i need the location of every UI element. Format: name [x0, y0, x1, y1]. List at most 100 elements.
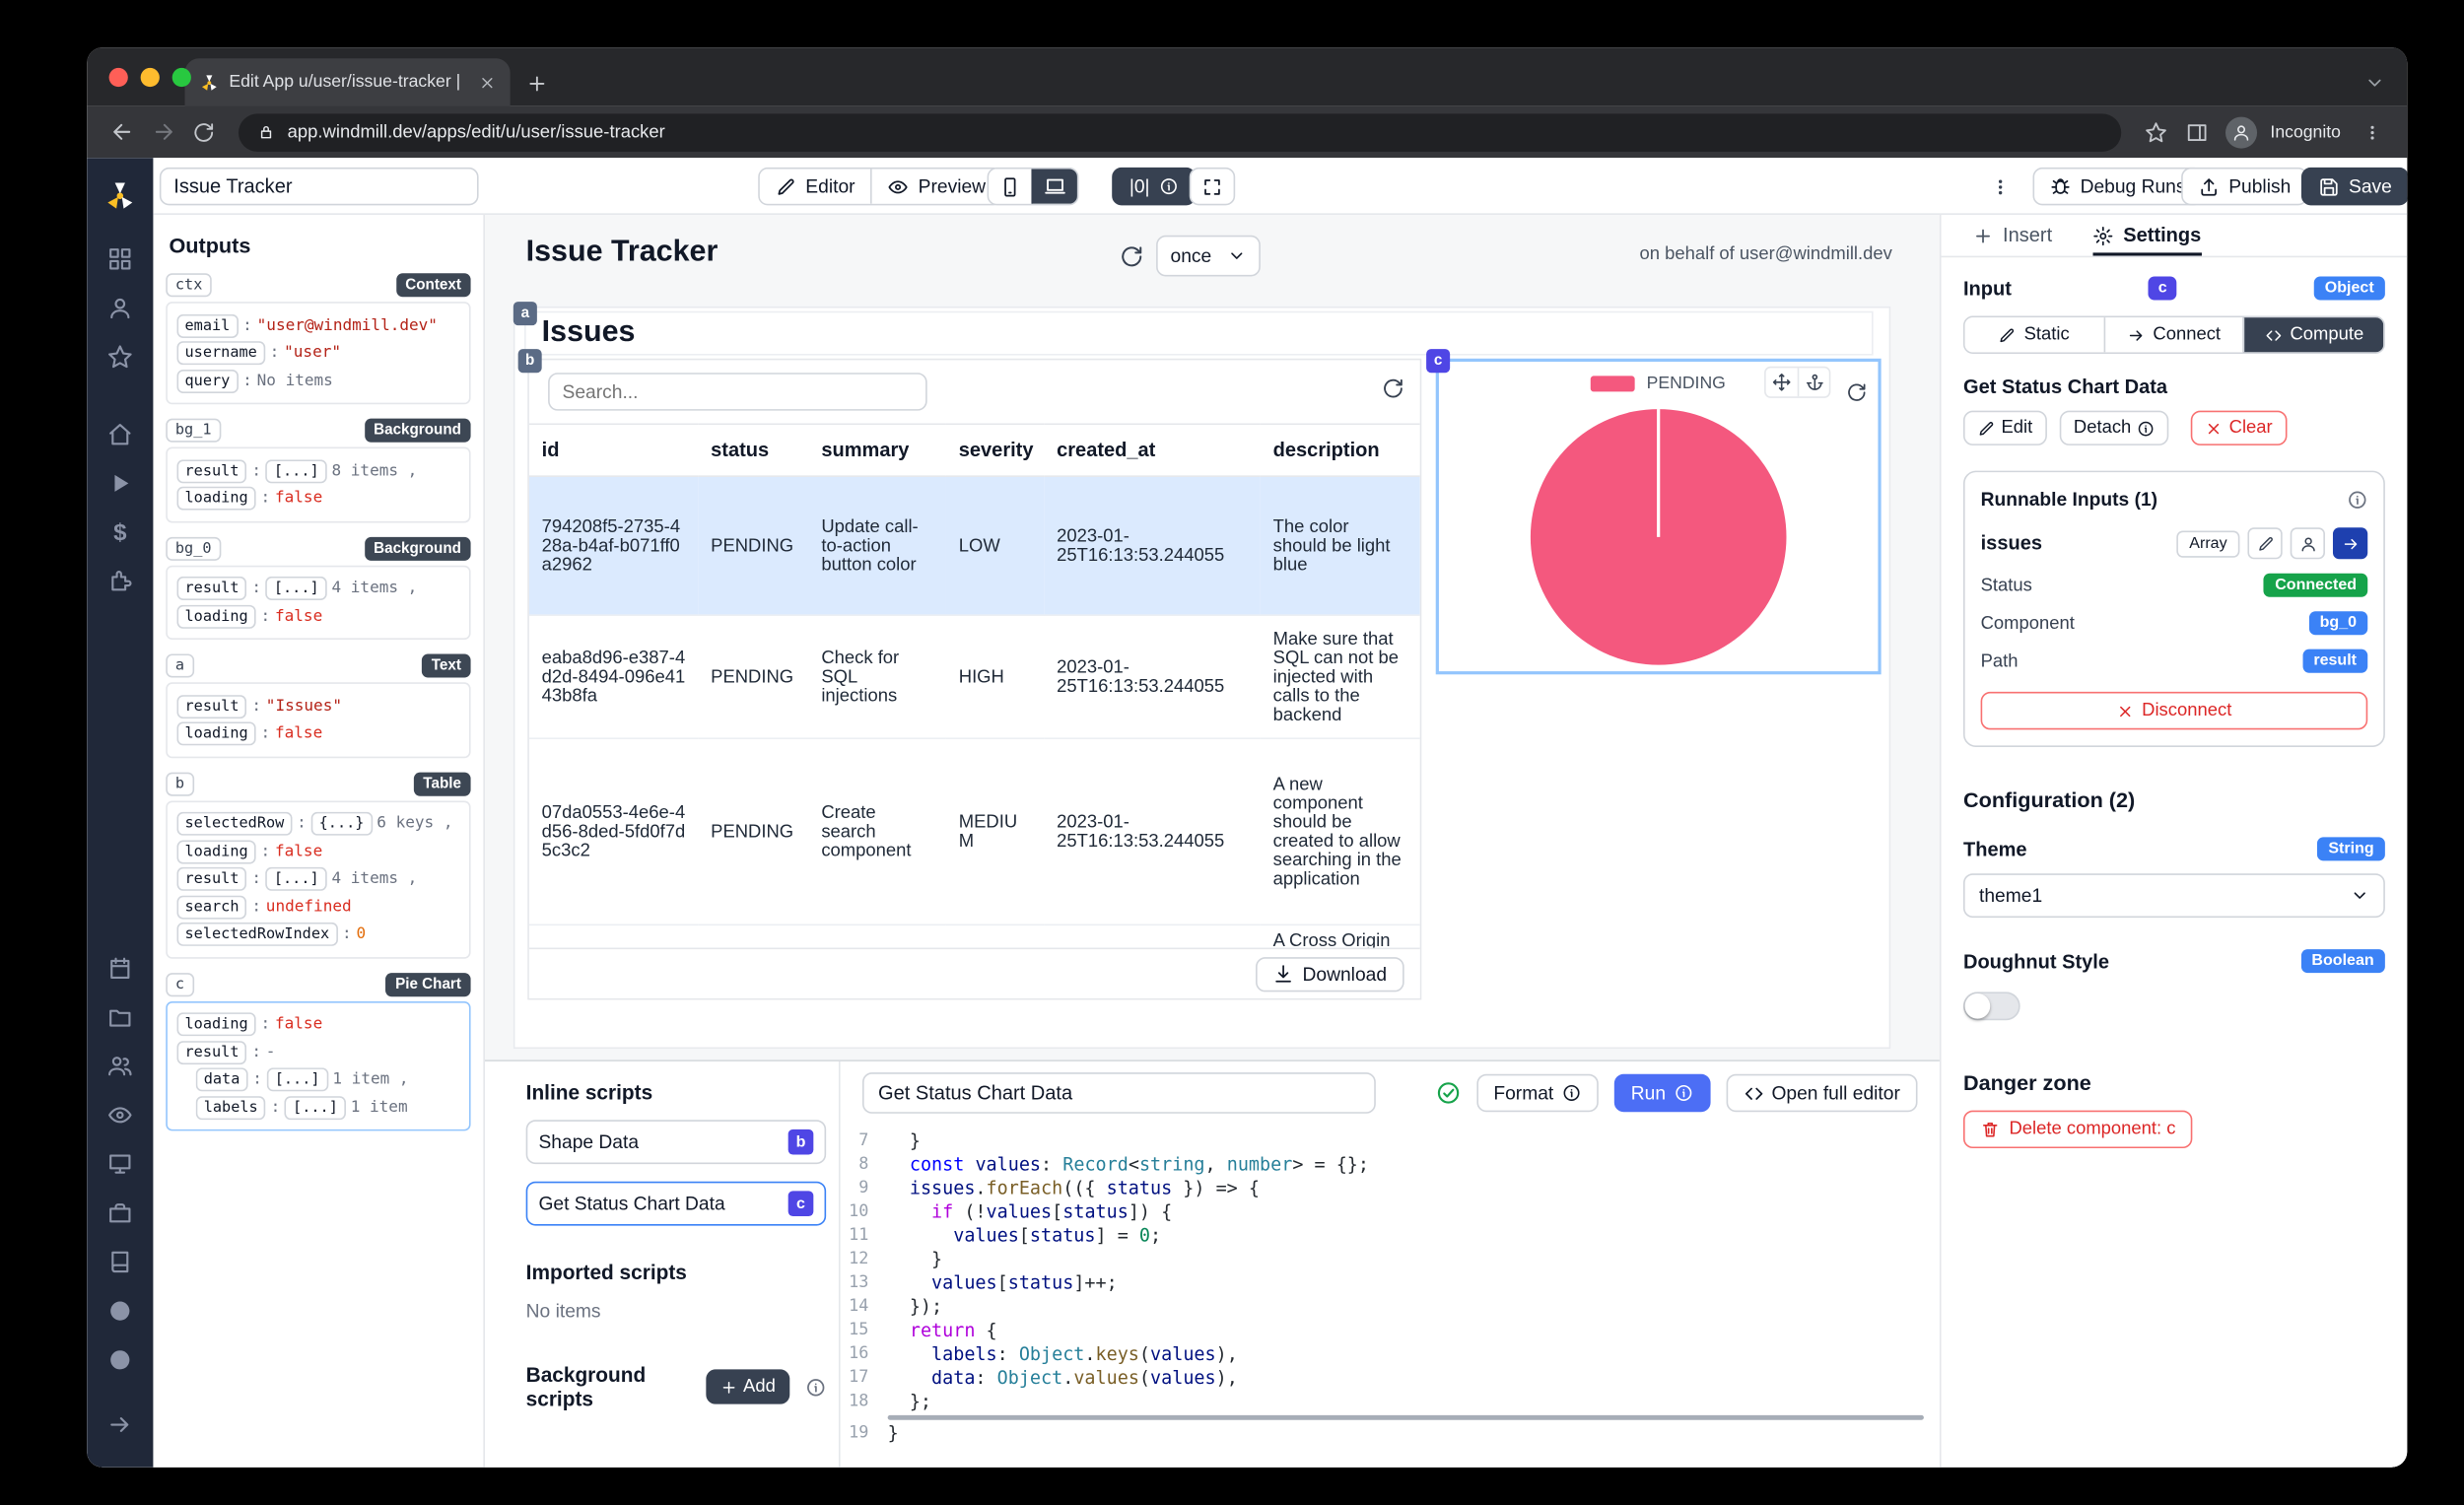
eye-icon[interactable] [100, 1094, 141, 1135]
github-icon[interactable] [100, 1338, 141, 1380]
expand-chip[interactable]: [...] [265, 576, 327, 600]
script-name-input[interactable] [861, 1072, 1376, 1114]
table-row[interactable]: 07da0553-4e6e-4d56-8ded-5fd0f7d5c3c2 PEND… [528, 738, 1420, 926]
user-icon[interactable] [100, 288, 141, 329]
output-key-chip[interactable]: loading [176, 839, 256, 863]
code-editor[interactable]: 7 } 8 const values: Record<string, number… [841, 1125, 1940, 1468]
home-icon[interactable] [100, 414, 141, 455]
doughnut-toggle[interactable] [1962, 992, 2020, 1021]
reload-button[interactable] [184, 113, 222, 151]
more-menu-button[interactable] [1982, 168, 2019, 205]
output-key-chip[interactable]: username [176, 341, 265, 366]
output-key-chip[interactable]: result [176, 694, 247, 718]
fullscreen-button[interactable] [1189, 167, 1236, 206]
component-id-chip[interactable]: b [166, 771, 194, 795]
component-id-chip[interactable]: ctx [166, 273, 213, 298]
save-button[interactable]: Save [2300, 167, 2408, 206]
column-header-created_at[interactable]: created_at [1044, 423, 1261, 477]
run-button[interactable]: Run [1613, 1073, 1710, 1113]
component-id-chip[interactable]: a [166, 653, 194, 678]
mobile-view-button[interactable] [989, 169, 1032, 204]
browser-tab[interactable]: Edit App u/user/issue-tracker | [184, 58, 511, 106]
tab-search-icon[interactable] [2364, 73, 2385, 94]
close-window-button[interactable] [108, 67, 128, 88]
new-tab-button[interactable] [526, 73, 548, 95]
column-header-summary[interactable]: summary [808, 423, 946, 477]
add-background-script-button[interactable]: Add [705, 1369, 790, 1404]
output-key-chip[interactable]: query [176, 369, 239, 393]
puzzle-icon[interactable] [100, 561, 141, 602]
desktop-view-button[interactable] [1031, 169, 1077, 204]
apps-grid-icon[interactable] [100, 239, 141, 280]
disconnect-button[interactable]: Disconnect [1980, 691, 2368, 730]
output-section-header[interactable]: c Pie Chart [166, 972, 471, 996]
clear-script-button[interactable]: Clear [2191, 410, 2288, 445]
output-section-header[interactable]: bg_1 Background [166, 418, 471, 443]
static-input-button[interactable] [2247, 527, 2283, 560]
app-name-input[interactable] [159, 167, 479, 206]
column-header-id[interactable]: id [528, 423, 699, 477]
browser-menu-icon[interactable] [2354, 113, 2391, 151]
address-bar[interactable]: app.windmill.dev/apps/edit/u/user/issue-… [238, 112, 2122, 152]
table-search-input[interactable] [548, 373, 927, 411]
column-header-status[interactable]: status [698, 423, 809, 477]
connect-mode-button[interactable]: Connect [2103, 317, 2244, 353]
discord-icon[interactable] [100, 1289, 141, 1331]
output-key-chip[interactable]: loading [176, 721, 256, 746]
debug-runs-button[interactable]: Debug Runs [2032, 167, 2204, 206]
output-key-chip[interactable]: search [176, 894, 247, 919]
column-header-description[interactable]: description [1260, 423, 1420, 477]
output-section-header[interactable]: bg_0 Background [166, 536, 471, 561]
inline-script-item[interactable]: Get Status Chart Data c [525, 1181, 827, 1226]
bookmark-icon[interactable] [2138, 113, 2175, 151]
output-key-chip[interactable]: loading [176, 603, 256, 629]
runs-counter-button[interactable]: |0| [1112, 167, 1197, 206]
table-row[interactable]: eaba8d96-e387-4d2d-8494-096e4143b8fa PEND… [528, 615, 1420, 739]
app-refresh-icon[interactable] [1120, 244, 1143, 268]
refresh-mode-select[interactable]: once [1156, 235, 1261, 277]
move-handle-icon[interactable] [1766, 368, 1798, 396]
book-icon[interactable] [100, 1241, 141, 1282]
connect-input-button[interactable] [2332, 527, 2368, 560]
back-button[interactable] [103, 113, 140, 151]
component-id-chip[interactable]: c [166, 972, 194, 996]
tab-settings[interactable]: Settings [2093, 215, 2201, 256]
forward-button[interactable] [144, 113, 181, 151]
user-input-button[interactable] [2290, 527, 2325, 560]
briefcase-icon[interactable] [100, 1192, 141, 1233]
format-button[interactable]: Format [1475, 1073, 1599, 1113]
theme-select[interactable]: theme1 [1962, 873, 2385, 919]
output-key-chip[interactable]: labels [195, 1095, 266, 1120]
output-key-chip[interactable]: selectedRow [176, 811, 293, 836]
arrow-right-icon[interactable] [100, 1403, 141, 1445]
inline-script-item[interactable]: Shape Data b [525, 1120, 827, 1165]
text-component-a[interactable]: Issues [524, 310, 1874, 356]
editor-tab[interactable]: Editor [759, 169, 871, 204]
edit-script-button[interactable]: Edit [1962, 410, 2047, 445]
expand-chip[interactable]: [...] [266, 1067, 328, 1092]
output-section-header[interactable]: ctx Context [166, 273, 471, 298]
monitor-icon[interactable] [100, 1142, 141, 1184]
expand-chip[interactable]: {...} [310, 811, 373, 836]
pie-refresh-icon[interactable] [1846, 382, 1867, 403]
side-panel-icon[interactable] [2178, 113, 2216, 151]
component-id-chip[interactable]: bg_1 [166, 418, 222, 443]
publish-button[interactable]: Publish [2181, 167, 2308, 206]
output-key-chip[interactable]: data [195, 1067, 248, 1092]
minimize-window-button[interactable] [140, 67, 160, 88]
output-key-chip[interactable]: loading [176, 1012, 256, 1037]
anchor-icon[interactable] [1797, 368, 1829, 397]
play-icon[interactable] [100, 463, 141, 505]
output-key-chip[interactable]: loading [176, 486, 256, 511]
table-row[interactable]: A Cross Origin [528, 924, 1420, 948]
table-component-b[interactable]: idstatussummaryseveritycreated_atdescrip… [527, 358, 1422, 1000]
horizontal-scrollbar[interactable] [887, 1414, 1924, 1420]
table-row[interactable]: 794208f5-2735-428a-b4af-b071ff0a2962 PEND… [528, 476, 1420, 616]
calendar-icon[interactable] [100, 947, 141, 989]
expand-chip[interactable]: [...] [285, 1095, 346, 1120]
download-button[interactable]: Download [1255, 956, 1404, 992]
output-key-chip[interactable]: result [176, 576, 247, 600]
dollar-icon[interactable]: $ [113, 518, 127, 546]
column-header-severity[interactable]: severity [945, 423, 1045, 477]
compute-mode-button[interactable]: Compute [2243, 317, 2384, 353]
